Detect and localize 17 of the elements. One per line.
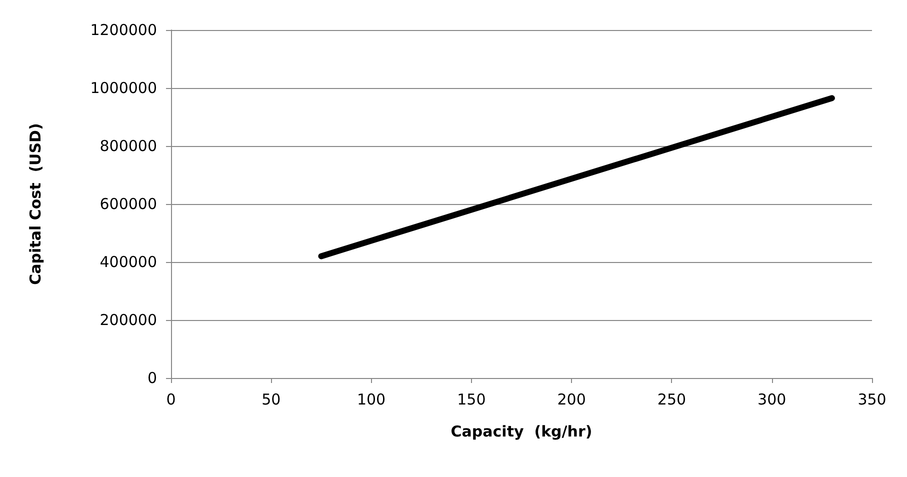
y-axis-title: Capital Cost (USD)	[26, 123, 44, 285]
y-tick-label: 1000000	[90, 79, 157, 97]
y-tick-label: 800000	[100, 137, 157, 155]
x-tick-label: 350	[858, 390, 886, 408]
x-tick-label: 50	[262, 390, 281, 408]
y-tick-label: 600000	[100, 195, 157, 213]
y-tick-label: 200000	[100, 311, 157, 329]
x-tick-label: 300	[758, 390, 786, 408]
y-tick-label: 1200000	[90, 21, 157, 39]
y-tick-label: 400000	[100, 253, 157, 271]
x-axis-title: Capacity (kg/hr)	[450, 422, 592, 440]
x-tick-label: 0	[166, 390, 176, 408]
x-tick-label: 150	[457, 390, 486, 408]
x-tick-label: 250	[657, 390, 686, 408]
x-tick-label: 200	[557, 390, 586, 408]
x-tick-label: 100	[356, 390, 386, 408]
y-tick-label: 0	[147, 369, 157, 387]
